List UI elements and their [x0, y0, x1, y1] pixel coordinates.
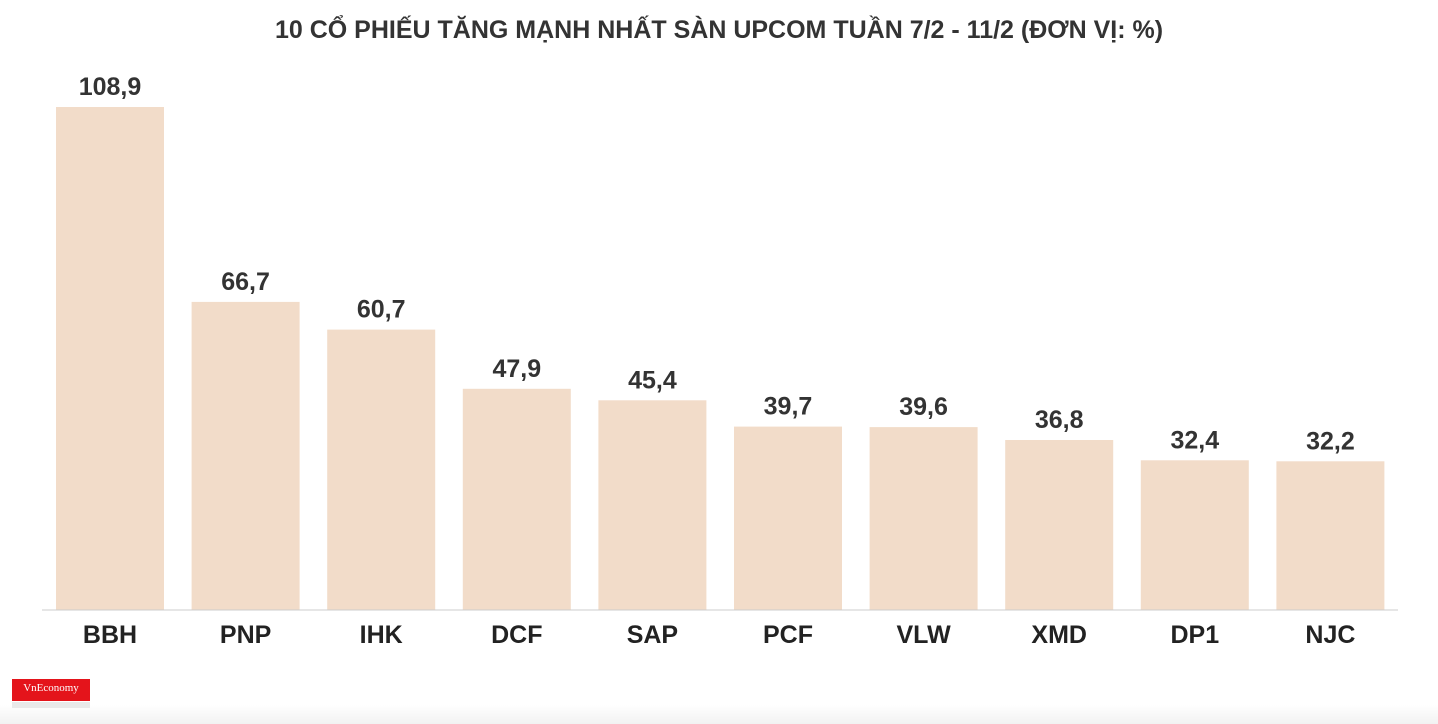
chart-title: 10 CỔ PHIẾU TĂNG MẠNH NHẤT SÀN UPCOM TUẦ… [275, 14, 1163, 44]
bar-ihk [327, 329, 436, 610]
value-label-njc: 32,2 [1306, 427, 1355, 455]
bar-bbh [56, 107, 164, 610]
bar-vlw [869, 427, 978, 610]
bar-xmd [1005, 440, 1114, 610]
category-label-bbh: BBH [83, 621, 137, 649]
logo-tagline-strip [12, 702, 90, 708]
value-label-dcf: 47,9 [492, 355, 541, 383]
category-label-njc: NJC [1305, 621, 1355, 649]
category-label-pcf: PCF [763, 621, 813, 649]
value-label-pnp: 66,7 [221, 268, 270, 296]
category-label-xmd: XMD [1031, 621, 1087, 649]
value-label-ihk: 60,7 [357, 296, 406, 324]
footer-shade [0, 705, 1438, 724]
vneconomy-logo: VnEconomy [12, 679, 90, 701]
category-label-ihk: IHK [360, 621, 403, 649]
bar-dcf [462, 388, 571, 610]
category-label-sap: SAP [627, 621, 678, 649]
bar-sap [598, 400, 707, 610]
bar-njc [1276, 461, 1385, 610]
bar-dp1 [1140, 460, 1249, 610]
category-label-dcf: DCF [491, 621, 542, 649]
category-label-vlw: VLW [897, 621, 952, 649]
value-label-vlw: 39,6 [899, 393, 948, 421]
value-label-dp1: 32,4 [1170, 426, 1219, 454]
value-label-bbh: 108,9 [79, 73, 142, 101]
value-label-xmd: 36,8 [1035, 406, 1084, 434]
bars-group: 108,9 BBH 66,7 PNP 60,7 IHK 47,9 DCF 45,4 SAP 39,7… [56, 73, 1385, 649]
bar-pnp [191, 301, 300, 610]
bar-pcf [734, 426, 842, 610]
value-label-sap: 45,4 [628, 366, 677, 394]
category-label-dp1: DP1 [1170, 621, 1219, 649]
value-label-pcf: 39,7 [764, 393, 813, 421]
category-label-pnp: PNP [220, 621, 271, 649]
